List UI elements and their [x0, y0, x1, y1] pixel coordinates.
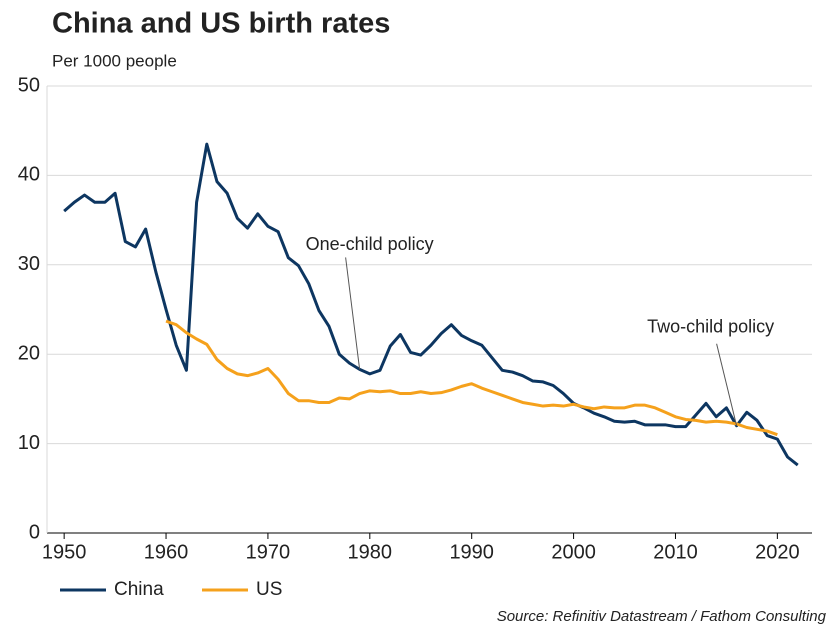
- y-tick-label: 10: [18, 432, 40, 454]
- y-tick-label: 50: [18, 74, 40, 96]
- y-tick-label: 30: [18, 253, 40, 275]
- legend-label: China: [114, 579, 164, 600]
- x-tick-label: 1970: [246, 541, 291, 563]
- annotation: Two-child policy: [647, 316, 774, 336]
- x-tick-label: 2010: [653, 541, 698, 563]
- x-tick-label: 1960: [144, 541, 189, 563]
- y-tick-label: 0: [29, 521, 40, 543]
- chart-title: China and US birth rates: [52, 8, 390, 40]
- annotation-line: [716, 343, 738, 426]
- y-tick-label: 20: [18, 342, 40, 364]
- x-tick-label: 1980: [348, 541, 393, 563]
- source: Source: Refinitiv Datastream / Fathom Co…: [497, 608, 827, 625]
- annotation: One-child policy: [306, 234, 434, 254]
- chart-subtitle: Per 1000 people: [52, 51, 177, 70]
- x-tick-label: 2000: [551, 541, 596, 563]
- line-series: [165, 319, 778, 437]
- annotation-line: [345, 257, 361, 370]
- line-series: [63, 142, 799, 467]
- x-tick-label: 1990: [449, 541, 494, 563]
- y-tick-label: 40: [18, 164, 40, 186]
- x-tick-label: 2020: [755, 541, 800, 563]
- legend-label: US: [256, 579, 282, 600]
- x-tick-label: 1950: [42, 541, 87, 563]
